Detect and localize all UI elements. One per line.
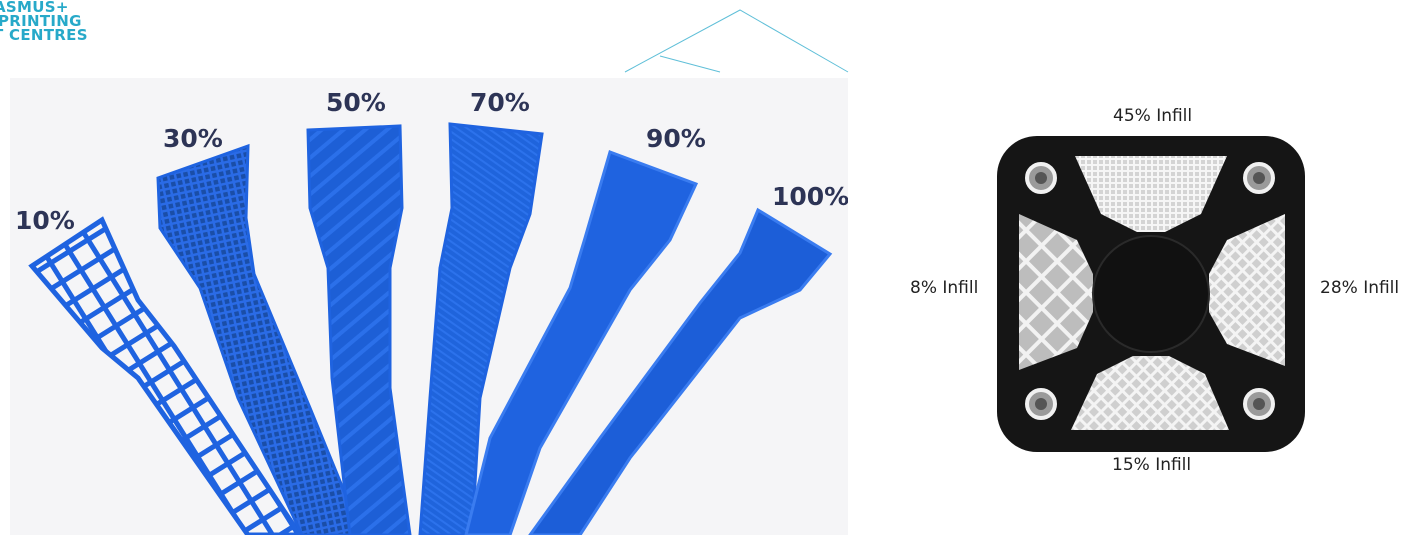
infill-label-right: 28% Infill bbox=[1320, 278, 1400, 298]
erasmus-logo: ASMUS+ PRINTING T CENTRES bbox=[0, 0, 88, 44]
logo-line-1: ASMUS+ bbox=[0, 0, 69, 16]
infill-comparison-part-photo bbox=[995, 134, 1307, 454]
infill-specimens-photo: 10% 30% 50% 70% 90% 100% bbox=[10, 78, 848, 535]
infill-label-left: 8% Infill bbox=[910, 278, 979, 298]
infill-label-bottom: 15% Infill bbox=[1112, 455, 1192, 475]
part-illustration bbox=[997, 136, 1305, 452]
infill-label-70: 70% bbox=[470, 88, 530, 117]
decorative-lines bbox=[624, 9, 849, 73]
infill-label-top: 45% Infill bbox=[1113, 106, 1193, 126]
infill-label-100: 100% bbox=[772, 182, 848, 211]
specimens-illustration bbox=[28, 122, 833, 535]
infill-label-30: 30% bbox=[163, 124, 223, 153]
infill-label-90: 90% bbox=[646, 124, 706, 153]
logo-line-3: T CENTRES bbox=[0, 26, 88, 44]
logo-line-2: PRINTING bbox=[0, 12, 82, 30]
infill-label-10: 10% bbox=[15, 206, 75, 235]
infill-label-50: 50% bbox=[326, 88, 386, 117]
